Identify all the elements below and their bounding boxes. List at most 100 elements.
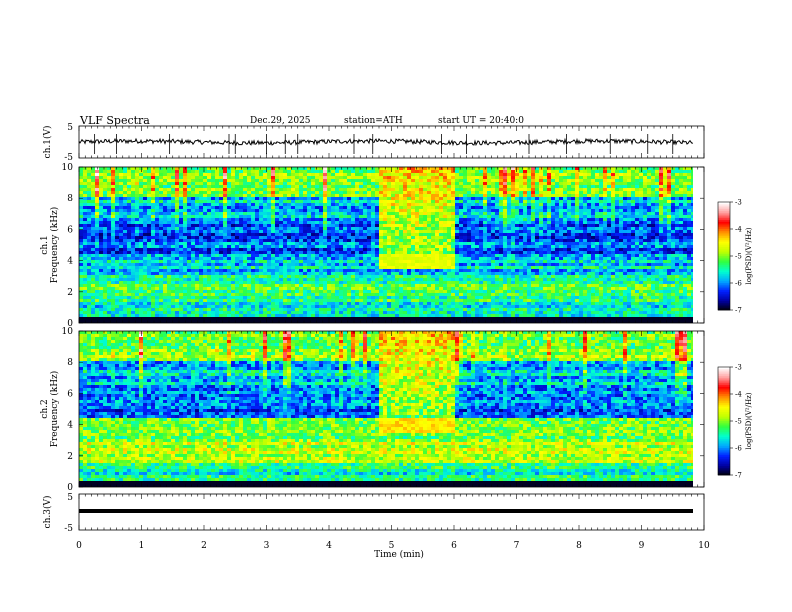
spec-cell [523, 182, 527, 185]
spec-cell [303, 224, 307, 227]
spec-cell [399, 245, 403, 248]
spec-cell [419, 203, 423, 206]
spec-cell [211, 215, 215, 218]
spec-cell [419, 188, 423, 191]
spec-cell [395, 167, 399, 170]
spec-cell [231, 167, 235, 170]
spec-cell [123, 218, 127, 221]
spec-cell [423, 209, 427, 212]
spec-cell [291, 167, 295, 170]
spec-cell [291, 242, 295, 245]
spec-cell [547, 218, 551, 221]
spec-cell [315, 170, 319, 173]
spec-cell [367, 212, 371, 215]
spec-cell [359, 215, 363, 218]
spec-cell [571, 227, 575, 230]
spec-cell [219, 179, 223, 182]
spec-cell [555, 227, 559, 230]
spec-cell [207, 206, 211, 209]
spec-cell [383, 230, 387, 233]
spec-cell [215, 233, 219, 236]
spec-cell [407, 167, 411, 170]
spec-cell [99, 221, 103, 224]
spec-cell [327, 212, 331, 215]
spec-cell [143, 170, 147, 173]
spec-cell [187, 254, 191, 257]
spec-cell [511, 173, 515, 176]
spec-cell [343, 251, 347, 254]
spec-cell [151, 242, 155, 245]
spec-cell [91, 167, 95, 170]
spec-cell [411, 230, 415, 233]
spec-cell [295, 191, 299, 194]
spec-cell [259, 215, 263, 218]
spec-cell [375, 203, 379, 206]
spec-cell [359, 209, 363, 212]
spec-cell [663, 182, 667, 185]
spec-cell [367, 173, 371, 176]
spec-cell [635, 194, 639, 197]
spec-cell [583, 224, 587, 227]
spec-cell [343, 218, 347, 221]
spec-cell [435, 188, 439, 191]
spec-cell [335, 176, 339, 179]
spec-cell [411, 191, 415, 194]
spec-cell [339, 176, 343, 179]
spec-cell [295, 224, 299, 227]
spec-cell [639, 209, 643, 212]
spec-cell [499, 254, 503, 257]
spec-cell [87, 200, 91, 203]
spec-cell [91, 227, 95, 230]
spec-cell [199, 188, 203, 191]
spec-cell [371, 194, 375, 197]
spec-cell [491, 173, 495, 176]
spec-cell [331, 248, 335, 251]
spec-cell [247, 233, 251, 236]
spec-cell [615, 200, 619, 203]
spec-cell [647, 254, 651, 257]
spec-cell [299, 251, 303, 254]
spec-cell [655, 194, 659, 197]
spec-cell [647, 233, 651, 236]
spec-cell [271, 209, 275, 212]
spec-cell [103, 206, 107, 209]
spec-cell [579, 218, 583, 221]
spec-cell [475, 245, 479, 248]
spec-cell [307, 185, 311, 188]
spec-cell [299, 218, 303, 221]
spec-cell [323, 176, 327, 179]
spec-cell [103, 221, 107, 224]
spec-cell [459, 188, 463, 191]
spec-cell [487, 191, 491, 194]
spec-cell [331, 218, 335, 221]
spec-cell [631, 167, 635, 170]
spec-cell [671, 176, 675, 179]
spec-cell [227, 212, 231, 215]
spec-cell [571, 245, 575, 248]
spec-cell [211, 173, 215, 176]
spec-cell [475, 176, 479, 179]
spec-cell [527, 185, 531, 188]
spec-cell [355, 191, 359, 194]
spec-cell [303, 209, 307, 212]
spec-cell [515, 203, 519, 206]
spec-cell [459, 212, 463, 215]
spec-cell [395, 248, 399, 251]
spec-cell [207, 215, 211, 218]
spec-cell [487, 227, 491, 230]
spec-cell [455, 182, 459, 185]
spec-cell [259, 221, 263, 224]
spec-cell [139, 200, 143, 203]
spec-cell [415, 212, 419, 215]
spec-cell [191, 179, 195, 182]
spec-cell [455, 224, 459, 227]
spec-cell [535, 179, 539, 182]
spec-cell [303, 242, 307, 245]
spec-cell [475, 179, 479, 182]
spec-cell [683, 194, 687, 197]
spec-cell [147, 254, 151, 257]
spec-cell [627, 224, 631, 227]
spec-cell [547, 179, 551, 182]
spec-cell [495, 239, 499, 242]
spec-cell [371, 170, 375, 173]
